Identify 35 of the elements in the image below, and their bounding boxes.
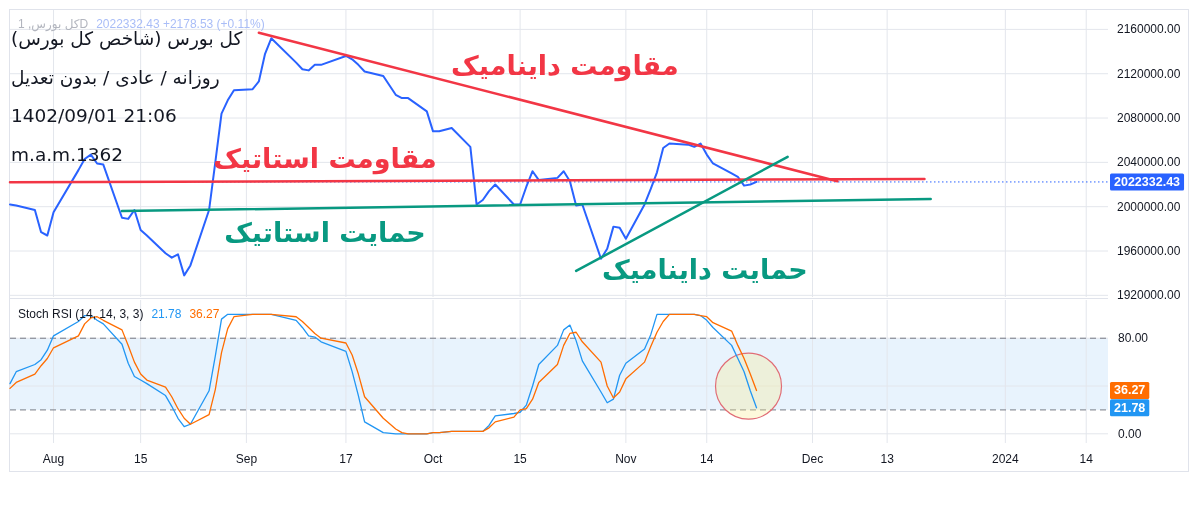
- y-tick-label: 2040000.00: [1117, 155, 1181, 170]
- text: کل بورس, 1D: [18, 17, 89, 32]
- x-tick-label: Dec: [801, 452, 824, 466]
- value-badge: 36.27: [1110, 381, 1150, 399]
- y-tick-label: 0.00: [1118, 426, 1142, 441]
- x-tick-label: 14: [1079, 452, 1094, 466]
- series-label: مقاومت داینامیک: [451, 49, 679, 82]
- x-tick-label: 15: [513, 452, 528, 466]
- x-tick-label: Sep: [235, 452, 258, 466]
- annotation: m.a.m.1362: [11, 144, 124, 166]
- annotation: 36.27: [189, 307, 220, 321]
- y-tick-label: 1920000.00: [1117, 288, 1181, 303]
- text: 2022332.43 +2178.53 (+0.11%): [96, 17, 265, 31]
- series-label: حمایت داینامیک: [602, 254, 808, 286]
- x-tick-label: 14: [700, 452, 714, 466]
- x-tick-label: 2024: [992, 452, 1020, 466]
- x-tick-label: Aug: [42, 452, 65, 466]
- y-tick-label: 2160000.00: [1117, 22, 1181, 37]
- value-badge: 2022332.43: [1110, 173, 1185, 191]
- value-badge: 21.78: [1110, 399, 1150, 417]
- annotation: 21.78: [151, 307, 182, 321]
- y-tick-label: 2080000.00: [1117, 111, 1181, 126]
- annotation: روزانه / عادی / بدون تعدیل: [11, 66, 220, 89]
- x-tick-label: 17: [339, 452, 353, 466]
- x-tick-label: 13: [880, 452, 895, 466]
- x-tick-label: 15: [133, 452, 148, 466]
- series-label: حمایت استاتیک: [224, 216, 426, 248]
- y-tick-label: 2120000.00: [1117, 66, 1181, 81]
- annotation: 1402/09/01 21:06: [11, 105, 177, 127]
- y-tick-label: 2000000.00: [1117, 199, 1181, 214]
- x-tick-label: Oct: [423, 452, 444, 466]
- y-tick-label: 80.00: [1118, 331, 1149, 346]
- x-tick-label: Nov: [615, 452, 637, 466]
- y-tick-label: 1960000.00: [1117, 244, 1181, 259]
- ref-line-label: 2022332.43: [1114, 174, 1181, 189]
